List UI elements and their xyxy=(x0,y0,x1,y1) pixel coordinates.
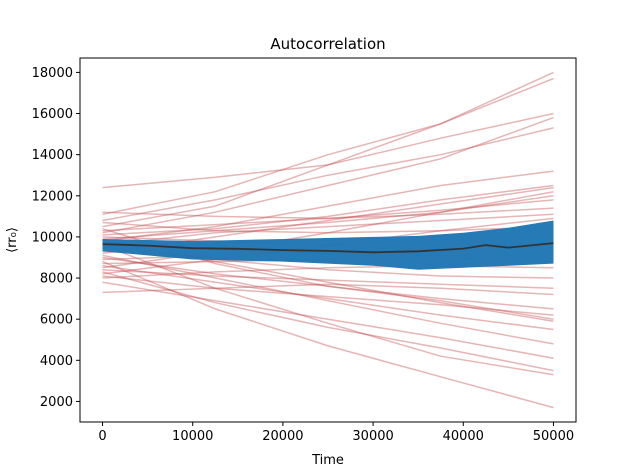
trajectory-line-30 xyxy=(102,264,554,331)
y-tick-label-2000: 2000 xyxy=(40,395,73,410)
trajectory-line-12 xyxy=(102,207,554,220)
trajectory-line-31 xyxy=(102,254,554,345)
trajectory-line-34 xyxy=(102,244,554,376)
trajectory-line-9 xyxy=(102,195,554,240)
trajectory-line-11 xyxy=(102,199,554,232)
y-tick-label-6000: 6000 xyxy=(40,313,73,328)
trajectory-line-6 xyxy=(102,170,554,242)
x-tick-label-40000: 40000 xyxy=(443,429,484,444)
trajectory-line-35 xyxy=(102,260,554,409)
plot-frame xyxy=(79,57,577,423)
trajectory-line-26 xyxy=(102,256,554,310)
x-axis-label: Time xyxy=(311,453,344,468)
trajectory-line-2 xyxy=(102,71,554,216)
x-tick-label-20000: 20000 xyxy=(262,429,303,444)
x-tick-label-0: 0 xyxy=(98,429,106,444)
y-tick-label-18000: 18000 xyxy=(32,66,73,81)
trajectory-line-32 xyxy=(102,281,554,359)
mean-line xyxy=(102,242,554,254)
y-tick-label-8000: 8000 xyxy=(40,272,73,287)
chart-title: Autocorrelation xyxy=(270,35,385,53)
y-tick-label-16000: 16000 xyxy=(32,107,73,122)
y-tick-label-12000: 12000 xyxy=(32,189,73,204)
trajectory-line-24 xyxy=(102,269,554,290)
trajectory-line-13 xyxy=(102,213,554,246)
trajectory-line-5 xyxy=(102,127,554,222)
confidence-band xyxy=(102,220,554,270)
trajectory-line-4 xyxy=(102,116,554,234)
plot-area xyxy=(102,71,554,409)
axis-ticks: 0 10000 20000 30000 40000 50000 2000 4000 6000 80… xyxy=(32,66,574,444)
x-tick-label-10000: 10000 xyxy=(172,429,213,444)
trajectory-line-1 xyxy=(102,112,554,189)
trajectory-line-25 xyxy=(102,283,554,296)
y-tick-label-10000: 10000 xyxy=(32,230,73,245)
trajectory-line-27 xyxy=(102,275,554,316)
trajectory-line-15 xyxy=(102,221,554,234)
x-tick-label-50000: 50000 xyxy=(533,429,574,444)
trajectory-line-33 xyxy=(102,271,554,372)
trajectory-line-7 xyxy=(102,184,554,236)
y-tick-label-14000: 14000 xyxy=(32,148,73,163)
x-tick-label-30000: 30000 xyxy=(352,429,393,444)
y-axis-label: ⟨rr₀⟩ xyxy=(5,227,20,253)
y-tick-label-4000: 4000 xyxy=(40,354,73,369)
trajectory-line-3 xyxy=(102,77,554,228)
